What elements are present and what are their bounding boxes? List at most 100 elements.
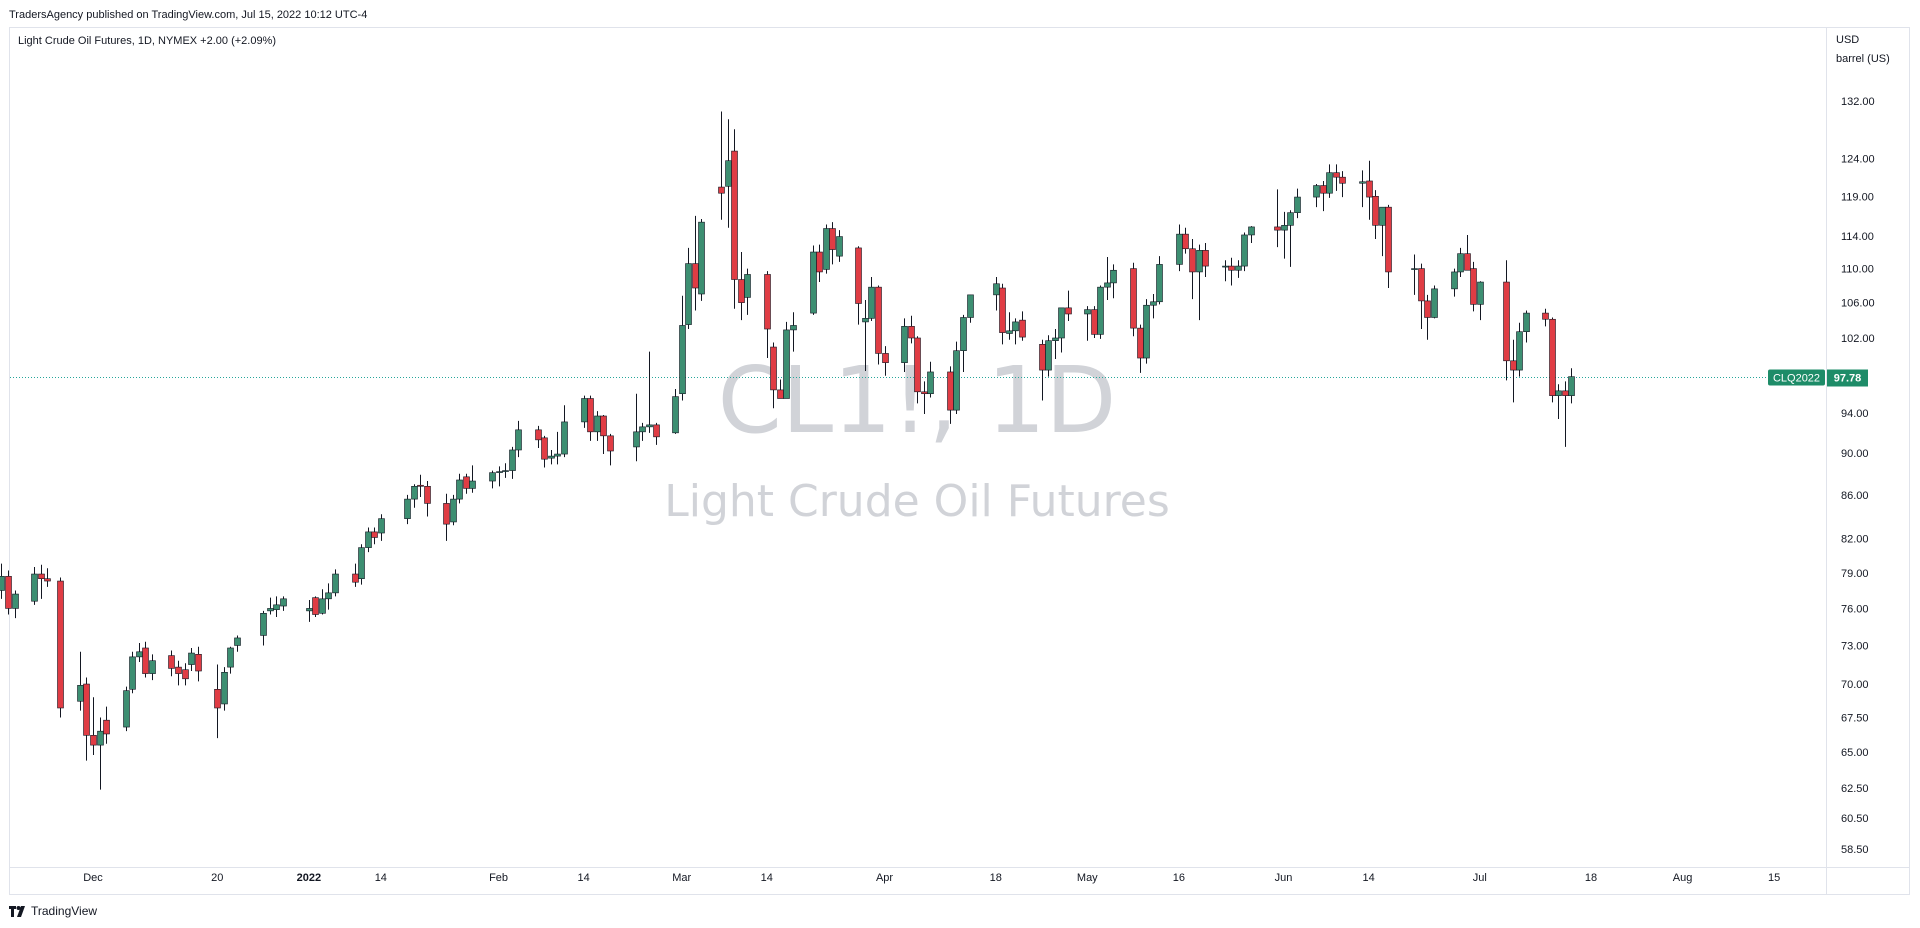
- candle[interactable]: [1222, 260, 1229, 282]
- candle[interactable]: [1451, 268, 1458, 297]
- candle[interactable]: [365, 527, 372, 553]
- candle[interactable]: [1366, 160, 1373, 220]
- candle[interactable]: [149, 654, 156, 681]
- candle[interactable]: [129, 651, 136, 694]
- candle[interactable]: [993, 276, 1000, 311]
- candle[interactable]: [1104, 256, 1111, 301]
- candle[interactable]: [168, 650, 175, 677]
- candle[interactable]: [927, 361, 934, 398]
- candle[interactable]: [1542, 308, 1549, 327]
- candle[interactable]: [1477, 281, 1484, 321]
- candle[interactable]: [698, 218, 705, 301]
- candle[interactable]: [829, 222, 836, 265]
- candle[interactable]: [1516, 322, 1523, 377]
- candle[interactable]: [607, 433, 614, 466]
- candle[interactable]: [1248, 226, 1255, 244]
- candle[interactable]: [1196, 244, 1203, 321]
- candle[interactable]: [1431, 285, 1438, 319]
- candle[interactable]: [83, 677, 90, 761]
- candle[interactable]: [77, 651, 84, 711]
- candle[interactable]: [836, 230, 843, 262]
- candle[interactable]: [770, 342, 777, 409]
- candle[interactable]: [371, 527, 378, 545]
- candle[interactable]: [1372, 190, 1379, 239]
- candle[interactable]: [816, 244, 823, 283]
- candle[interactable]: [1235, 260, 1242, 278]
- candle[interactable]: [234, 635, 241, 652]
- candle[interactable]: [378, 514, 385, 541]
- candle[interactable]: [31, 567, 38, 605]
- candle[interactable]: [1006, 312, 1013, 340]
- candle[interactable]: [953, 341, 960, 415]
- candle[interactable]: [672, 388, 679, 434]
- candle[interactable]: [1241, 232, 1248, 272]
- candle[interactable]: [1084, 306, 1091, 341]
- candle[interactable]: [1058, 307, 1065, 353]
- candle[interactable]: [823, 224, 830, 274]
- candle[interactable]: [195, 646, 202, 682]
- candle[interactable]: [1568, 368, 1575, 404]
- candle[interactable]: [1137, 324, 1144, 373]
- candle[interactable]: [901, 318, 908, 372]
- candle[interactable]: [136, 642, 143, 662]
- candle[interactable]: [685, 247, 692, 330]
- candle[interactable]: [1202, 243, 1209, 277]
- candle[interactable]: [306, 600, 313, 622]
- candle[interactable]: [1294, 188, 1301, 219]
- candle[interactable]: [1359, 170, 1366, 208]
- candle[interactable]: [325, 583, 332, 610]
- candle[interactable]: [502, 463, 509, 478]
- candle[interactable]: [882, 346, 889, 376]
- candle[interactable]: [267, 597, 274, 615]
- candle[interactable]: [1182, 227, 1189, 254]
- candle[interactable]: [1549, 317, 1556, 403]
- candle[interactable]: [600, 415, 607, 455]
- candle[interactable]: [469, 465, 476, 493]
- candle[interactable]: [188, 647, 195, 671]
- candle[interactable]: [280, 596, 287, 611]
- symbol-legend[interactable]: Light Crude Oil Futures, 1D, NYMEX +2.00…: [18, 35, 277, 47]
- candle[interactable]: [38, 564, 45, 599]
- candle[interactable]: [1555, 384, 1562, 419]
- tradingview-footer-logo[interactable]: TradingView: [9, 904, 97, 918]
- candle[interactable]: [1189, 238, 1196, 300]
- candle[interactable]: [443, 493, 450, 541]
- candle[interactable]: [731, 129, 738, 309]
- candle[interactable]: [1379, 206, 1386, 257]
- candle[interactable]: [90, 697, 97, 755]
- candle[interactable]: [1424, 294, 1431, 340]
- candle[interactable]: [725, 119, 732, 228]
- candle[interactable]: [424, 481, 431, 517]
- candle[interactable]: [214, 664, 221, 739]
- candle[interactable]: [411, 484, 418, 508]
- candle[interactable]: [142, 641, 149, 678]
- candle[interactable]: [5, 570, 12, 615]
- candle[interactable]: [738, 252, 745, 321]
- candle[interactable]: [1228, 257, 1235, 286]
- candle[interactable]: [496, 466, 503, 487]
- candle[interactable]: [1045, 335, 1052, 377]
- candle[interactable]: [581, 395, 588, 428]
- candle[interactable]: [417, 474, 424, 497]
- candle[interactable]: [1503, 260, 1510, 381]
- candle[interactable]: [1156, 256, 1163, 305]
- candle[interactable]: [764, 271, 771, 359]
- candle[interactable]: [855, 246, 862, 325]
- candle[interactable]: [868, 276, 875, 322]
- candle[interactable]: [1274, 189, 1281, 248]
- candle[interactable]: [509, 446, 516, 479]
- candle[interactable]: [1130, 262, 1137, 337]
- candle[interactable]: [541, 435, 548, 468]
- candle[interactable]: [358, 544, 365, 585]
- candle[interactable]: [535, 425, 542, 448]
- candle[interactable]: [57, 577, 64, 718]
- candle[interactable]: [967, 294, 974, 323]
- candle[interactable]: [862, 300, 869, 372]
- candle[interactable]: [718, 111, 725, 220]
- candle[interactable]: [182, 663, 189, 686]
- candle[interactable]: [123, 686, 130, 732]
- candle[interactable]: [319, 589, 326, 615]
- candle[interactable]: [1457, 247, 1464, 277]
- candle[interactable]: [450, 494, 457, 526]
